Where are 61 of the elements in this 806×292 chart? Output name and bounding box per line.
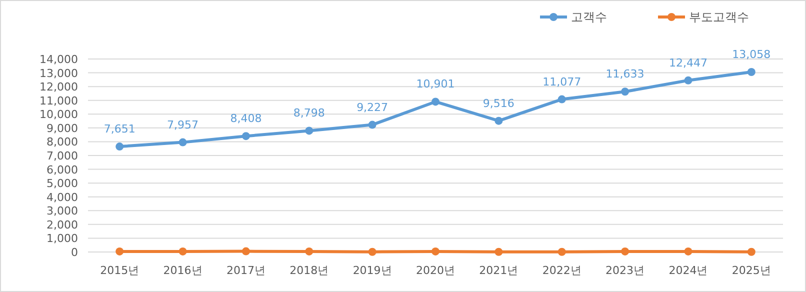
point: [305, 247, 314, 256]
data-label: 9,227: [356, 100, 388, 114]
y-tick-label: 10,000: [40, 108, 78, 122]
x-tick-label: 2019년: [352, 264, 392, 277]
point: [558, 248, 566, 256]
point: [558, 95, 566, 104]
point: [621, 247, 630, 256]
x-tick-label: 2024년: [668, 264, 708, 277]
point: [305, 126, 314, 135]
point: [684, 247, 692, 256]
y-tick-label: 9,000: [46, 122, 78, 135]
x-tick-label: 2022년: [542, 264, 582, 277]
point: [116, 142, 124, 151]
y-tick-label: 6,000: [46, 163, 78, 176]
data-label: 7,651: [104, 122, 136, 136]
point: [368, 248, 376, 256]
y-tick-label: 13,000: [40, 66, 78, 80]
point: [368, 120, 376, 129]
point: [432, 247, 440, 256]
y-tick-label: 3,000: [46, 204, 78, 218]
y-tick-label: 12,000: [40, 80, 78, 94]
y-tick-label: 8,000: [46, 136, 78, 149]
point: [747, 248, 756, 256]
data-label: 13,058: [732, 48, 771, 61]
data-label: 12,447: [668, 56, 708, 70]
point: [242, 132, 250, 140]
data-label: 11,077: [542, 75, 582, 88]
data-label: 10,901: [416, 78, 455, 91]
legend-label: 고객수: [571, 10, 607, 24]
y-tick-label: 4,000: [46, 190, 78, 204]
data-label: 7,957: [167, 118, 199, 132]
x-tick-label: 2016년: [163, 264, 202, 277]
x-tick-label: 2021년: [479, 264, 518, 277]
point: [494, 248, 503, 256]
point: [747, 68, 756, 76]
point: [494, 116, 503, 125]
x-tick-label: 2023년: [606, 264, 645, 277]
data-label: 9,516: [482, 96, 514, 110]
data-label: 8,408: [230, 112, 262, 126]
y-tick-label: 2,000: [46, 218, 78, 232]
point: [242, 247, 250, 256]
legend-label: 부도고객수: [689, 10, 749, 24]
data-label: 11,633: [606, 68, 644, 81]
point: [432, 98, 440, 106]
x-tick-label: 2015년: [100, 264, 140, 277]
point: [178, 247, 187, 256]
point: [684, 76, 692, 84]
y-tick-label: 11,000: [40, 94, 78, 108]
x-tick-label: 2017년: [226, 264, 266, 277]
y-tick-label: 14,000: [40, 53, 78, 66]
point: [116, 247, 124, 256]
data-label: 8,798: [293, 106, 325, 120]
x-tick-label: 2025년: [732, 264, 771, 277]
x-tick-label: 2020년: [416, 264, 455, 277]
point: [178, 138, 187, 146]
point: [621, 88, 630, 96]
y-tick-label: 1,000: [46, 232, 78, 246]
y-tick-label: 5,000: [46, 177, 78, 190]
x-tick-label: 2018년: [290, 264, 329, 277]
y-tick-label: 0: [71, 246, 78, 259]
y-tick-label: 7,000: [46, 150, 78, 162]
